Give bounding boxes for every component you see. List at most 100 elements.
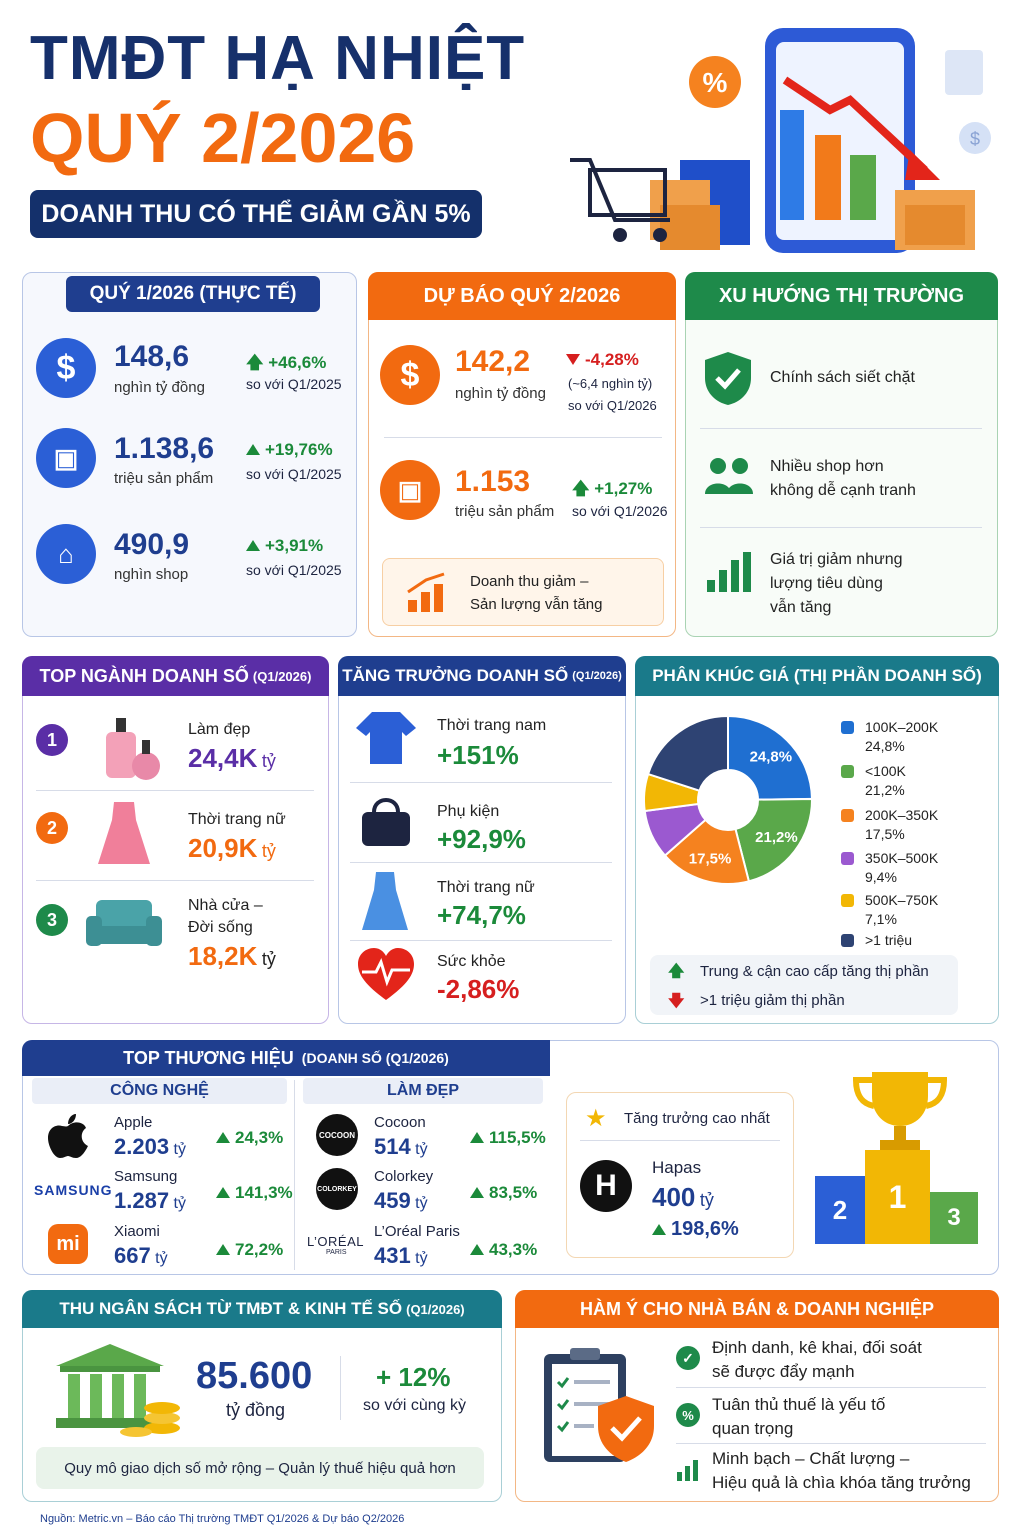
q2-revenue-note: (~6,4 nghìn tỷ) (568, 376, 653, 391)
top-industry-title: TOP NGÀNH DOANH SỐ (Q1/2026) (22, 656, 329, 696)
podium-3: 3 (930, 1192, 978, 1244)
rank-badge: 1 (36, 724, 68, 756)
q2-note-line1: Doanh thu giảm – (470, 573, 589, 590)
q1-revenue-cmp: so với Q1/2025 (246, 376, 342, 392)
growth-2-value: +92,9% (437, 824, 526, 854)
q1-products-value: 1.138,6 (114, 432, 215, 465)
budget-title: THU NGÂN SÁCH TỪ TMĐT & KINH TẾ SỐ (Q1/20… (22, 1290, 502, 1328)
brand-loreal-name: L’Oréal Paris (374, 1223, 460, 1240)
q2-products-value: 1.153 (455, 465, 531, 498)
brand-cocoon-change: 115,5% (470, 1128, 546, 1148)
growth-3-name: Thời trang nữ (437, 879, 535, 896)
brand-colorkey-change: 83,5% (470, 1183, 537, 1203)
beauty-title: LÀM ĐẸP (303, 1078, 543, 1104)
q1-shops-change: +3,91% (246, 536, 323, 556)
industry-2-name: Thời trang nữ (188, 811, 286, 828)
top-industry-card (22, 656, 329, 1024)
growth-3-value: +74,7% (437, 900, 526, 930)
impl-3b: Hiệu quả là chìa khóa tăng trưởng (712, 1473, 971, 1492)
legend-item-1: <100K 21,2% (865, 763, 906, 798)
budget-cmp: so với cùng kỳ (363, 1397, 466, 1414)
bar-chart-icon (707, 552, 751, 592)
legend-swatch-1 (841, 765, 854, 778)
divider (700, 428, 982, 429)
q1-title: QUÝ 1/2026 (THỰC TẾ) (66, 276, 320, 312)
colorkey-logo-icon: COLORKEY (316, 1168, 358, 1210)
rank-badge: 3 (36, 904, 68, 936)
xiaomi-logo-icon: mi (48, 1224, 88, 1264)
shirt-icon (356, 712, 416, 764)
trend-item-3b: lượng tiêu dùng (770, 575, 883, 592)
divider (676, 1387, 986, 1388)
source-note: Nguồn: Metric.vn – Báo cáo Thị trường TM… (40, 1513, 405, 1525)
arrow-down-icon: 🡇 (668, 993, 685, 1010)
q1-revenue-change: 🡅 +46,6% (246, 353, 327, 372)
industry-3-name-b: Đời sống (188, 919, 253, 936)
impl-3a: Minh bạch – Chất lượng – (712, 1449, 910, 1468)
fastest-change: 198,6% (652, 1218, 739, 1241)
growth-title: TĂNG TRƯỞNG DOANH SỐ (Q1/2026) (338, 656, 626, 696)
pie-slice-5 (646, 714, 729, 792)
brand-colorkey-name: Colorkey (374, 1168, 434, 1185)
checklist-shield-icon (544, 1348, 654, 1462)
growth-1-value: +151% (437, 740, 519, 770)
arrow-up-icon: 🡅 (668, 963, 685, 980)
cocoon-logo-icon: COCOON (316, 1114, 358, 1156)
legend-item-0: 100K–200K 24,8% (865, 719, 939, 754)
q2-products-change: 🡅 +1,27% (572, 479, 653, 498)
box-icon: ▣ (36, 428, 96, 488)
q1-products-unit: triệu sản phẩm (114, 470, 214, 487)
q2-revenue-cmp: so với Q1/2026 (568, 398, 657, 413)
legend-swatch-4 (841, 894, 854, 907)
q1-revenue-unit: nghìn tỷ đồng (114, 379, 205, 396)
handbag-icon (362, 798, 410, 846)
dollar-icon: $ (36, 338, 96, 398)
divider (384, 437, 662, 438)
shield-check-icon (705, 352, 751, 405)
legend-swatch-3 (841, 852, 854, 865)
impl-2a: Tuân thủ thuế là yếu tố (712, 1395, 886, 1414)
brand-loreal-value: 431 tỷ (374, 1243, 428, 1268)
q2-products-cmp: so với Q1/2026 (572, 503, 668, 519)
q1-products-change: +19,76% (246, 440, 333, 460)
sofa-icon (86, 900, 162, 946)
brand-apple-change: 24,3% (216, 1128, 283, 1148)
budget-unit: tỷ đồng (226, 1400, 286, 1420)
fastest-title: Tăng trưởng cao nhất (624, 1110, 770, 1127)
divider (340, 1356, 341, 1420)
headline-pill: DOANH THU CÓ THỂ GIẢM GẦN 5% (30, 190, 482, 238)
brand-cocoon-name: Cocoon (374, 1114, 426, 1131)
trophy-icon (852, 1072, 948, 1152)
cosmetics-icon (106, 718, 160, 780)
pie-slice-1 (734, 797, 813, 883)
pie-slice-2 (663, 818, 751, 885)
percent-circle-icon: % (676, 1403, 700, 1427)
tech-title: CÔNG NGHỆ (32, 1078, 287, 1104)
budget-value: 85.600 (196, 1355, 313, 1397)
brand-loreal-change: 43,3% (470, 1240, 537, 1260)
brand-xiaomi-name: Xiaomi (114, 1223, 160, 1240)
brand-cocoon-value: 514 tỷ (374, 1134, 428, 1159)
brand-samsung-value: 1.287 tỷ (114, 1188, 186, 1213)
arrow-up-icon: 🡅 (572, 479, 590, 498)
brand-xiaomi-change: 72,2% (216, 1240, 283, 1260)
trend-item-2b: không dễ cạnh tranh (770, 482, 916, 499)
brand-apple-name: Apple (114, 1114, 153, 1131)
q1-shops-unit: nghìn shop (114, 566, 189, 583)
fastest-value: 400 tỷ (652, 1182, 714, 1212)
impl-1a: Định danh, kê khai, đối soát (712, 1338, 922, 1357)
q1-shops-cmp: so với Q1/2025 (246, 562, 342, 578)
legend-item-5: >1 triệu (865, 932, 913, 948)
price-up-note: Trung & cận cao cấp tăng thị phần (700, 963, 929, 980)
trend-item-2a: Nhiều shop hơn (770, 458, 884, 475)
svg-text:$: $ (970, 129, 980, 149)
divider (36, 880, 314, 881)
arrow-up-icon: 🡅 (246, 353, 264, 372)
divider (700, 527, 982, 528)
q2-note-line2: Sản lượng vẫn tăng (470, 596, 603, 613)
budget-note: Quy mô giao dịch số mở rộng – Quản lý th… (36, 1447, 484, 1489)
divider (676, 1443, 986, 1444)
legend-swatch-5 (841, 934, 854, 947)
legend-item-2: 200K–350K 17,5% (865, 807, 939, 842)
growth-2-name: Phụ kiện (437, 803, 500, 820)
